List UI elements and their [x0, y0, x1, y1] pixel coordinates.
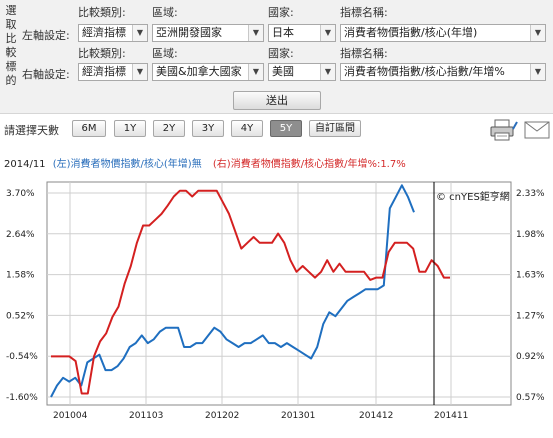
- left-country-select[interactable]: 日本 ▼: [268, 24, 336, 42]
- plot-area: [46, 181, 512, 406]
- x-tick-label: 201103: [129, 411, 163, 421]
- x-tick-label: 201202: [205, 411, 239, 421]
- watermark: © cnYES鉅亨網: [436, 190, 510, 203]
- right-indicator-value: 消費者物價指數/核心指數/年增%: [344, 65, 505, 78]
- col-label-category-2: 比較類別:: [78, 47, 126, 60]
- x-tick-label: 201412: [359, 411, 393, 421]
- chart-legend: 2014/11 (左)消費者物價指數/核心(年增)無 (右)消費者物價指數/核心…: [4, 155, 406, 170]
- col-label-category: 比較類別:: [78, 6, 126, 19]
- right-region-select[interactable]: 美國&加拿大國家 ▼: [152, 63, 264, 81]
- col-label-country: 國家:: [268, 6, 294, 19]
- x-tick-label: 201411: [434, 411, 468, 421]
- right-tick-label: 1.98%: [516, 230, 545, 240]
- legend-right-series: (右)消費者物價指數/核心指數/年增%:1.7%: [212, 159, 406, 170]
- col-label-region: 區域:: [152, 6, 178, 19]
- period-label: 請選擇天數: [4, 124, 59, 137]
- period-button-custom[interactable]: 自訂區間: [309, 120, 361, 137]
- right-axis-label: 右軸設定:: [22, 68, 70, 81]
- chevron-down-icon: ▼: [320, 25, 335, 41]
- col-label-indicator: 指標名稱:: [340, 6, 388, 19]
- right-y-axis: 2.33% 1.98% 1.63% 1.27% 0.92% 0.57%: [516, 189, 545, 403]
- right-country-value: 美國: [272, 65, 294, 78]
- left-tick-label: 3.70%: [6, 189, 35, 199]
- period-button-4y[interactable]: 4Y: [231, 120, 263, 137]
- side-title: 選取比較標的: [5, 4, 17, 87]
- right-indicator-select[interactable]: 消費者物價指數/核心指數/年增% ▼: [340, 63, 546, 81]
- left-axis-label: 左軸設定:: [22, 29, 70, 42]
- chevron-down-icon: ▼: [530, 64, 545, 80]
- series-line-right: [51, 189, 450, 395]
- mail-icon[interactable]: [524, 121, 550, 139]
- selector-panel: 選取比較標的 比較類別: 區域: 國家: 指標名稱: 左軸設定: 經濟指標 ▼ 亞…: [0, 0, 553, 114]
- right-tick-label: 2.33%: [516, 189, 545, 199]
- series-line-left: [50, 184, 415, 398]
- series-group: [50, 184, 450, 398]
- right-category-value: 經濟指標: [82, 65, 126, 78]
- left-tick-label: 0.52%: [6, 311, 35, 321]
- left-y-axis: 3.70% 2.64% 1.58% 0.52% -0.54% -1.60%: [6, 189, 38, 403]
- left-category-value: 經濟指標: [82, 26, 126, 39]
- right-tick-label: 1.63%: [516, 271, 545, 281]
- x-tick-label: 201004: [53, 411, 88, 421]
- chevron-down-icon: ▼: [132, 25, 147, 41]
- print-icon[interactable]: [488, 118, 518, 142]
- left-indicator-select[interactable]: 消費者物價指數/核心(年增) ▼: [340, 24, 546, 42]
- left-category-select[interactable]: 經濟指標 ▼: [78, 24, 148, 42]
- left-country-value: 日本: [272, 26, 294, 39]
- col-label-region-2: 區域:: [152, 47, 178, 60]
- left-tick-label: -1.60%: [6, 393, 38, 403]
- x-axis: 201004 201103 201202 201301 201412 201411: [53, 411, 468, 421]
- col-label-country-2: 國家:: [268, 47, 294, 60]
- x-tick-label: 201301: [281, 411, 315, 421]
- period-button-2y[interactable]: 2Y: [153, 120, 185, 137]
- left-tick-label: 2.64%: [6, 230, 35, 240]
- line-chart: 3.70% 2.64% 1.58% 0.52% -0.54% -1.60% 2.33% 1.…: [6, 181, 545, 421]
- legend-left-series: (左)消費者物價指數/核心(年增)無: [52, 159, 202, 170]
- period-button-6m[interactable]: 6M: [72, 120, 106, 137]
- period-button-1y[interactable]: 1Y: [114, 120, 146, 137]
- col-label-indicator-2: 指標名稱:: [340, 47, 388, 60]
- period-button-3y[interactable]: 3Y: [192, 120, 224, 137]
- left-region-select[interactable]: 亞洲開發國家 ▼: [152, 24, 264, 42]
- left-tick-label: -0.54%: [6, 352, 38, 362]
- chevron-down-icon: ▼: [248, 25, 263, 41]
- left-tick-label: 1.58%: [6, 271, 35, 281]
- period-button-5y[interactable]: 5Y: [270, 120, 302, 137]
- right-region-value: 美國&加拿大國家: [156, 65, 242, 78]
- chevron-down-icon: ▼: [132, 64, 147, 80]
- left-indicator-value: 消費者物價指數/核心(年增): [344, 26, 478, 39]
- submit-button[interactable]: 送出: [233, 91, 321, 110]
- left-region-value: 亞洲開發國家: [156, 26, 222, 39]
- chevron-down-icon: ▼: [530, 25, 545, 41]
- chevron-down-icon: ▼: [248, 64, 263, 80]
- legend-date: 2014/11: [4, 159, 46, 170]
- right-tick-label: 0.92%: [516, 352, 545, 362]
- right-category-select[interactable]: 經濟指標 ▼: [78, 63, 148, 81]
- right-country-select[interactable]: 美國 ▼: [268, 63, 336, 81]
- right-tick-label: 1.27%: [516, 311, 545, 321]
- chevron-down-icon: ▼: [320, 64, 335, 80]
- right-tick-label: 0.57%: [516, 393, 545, 403]
